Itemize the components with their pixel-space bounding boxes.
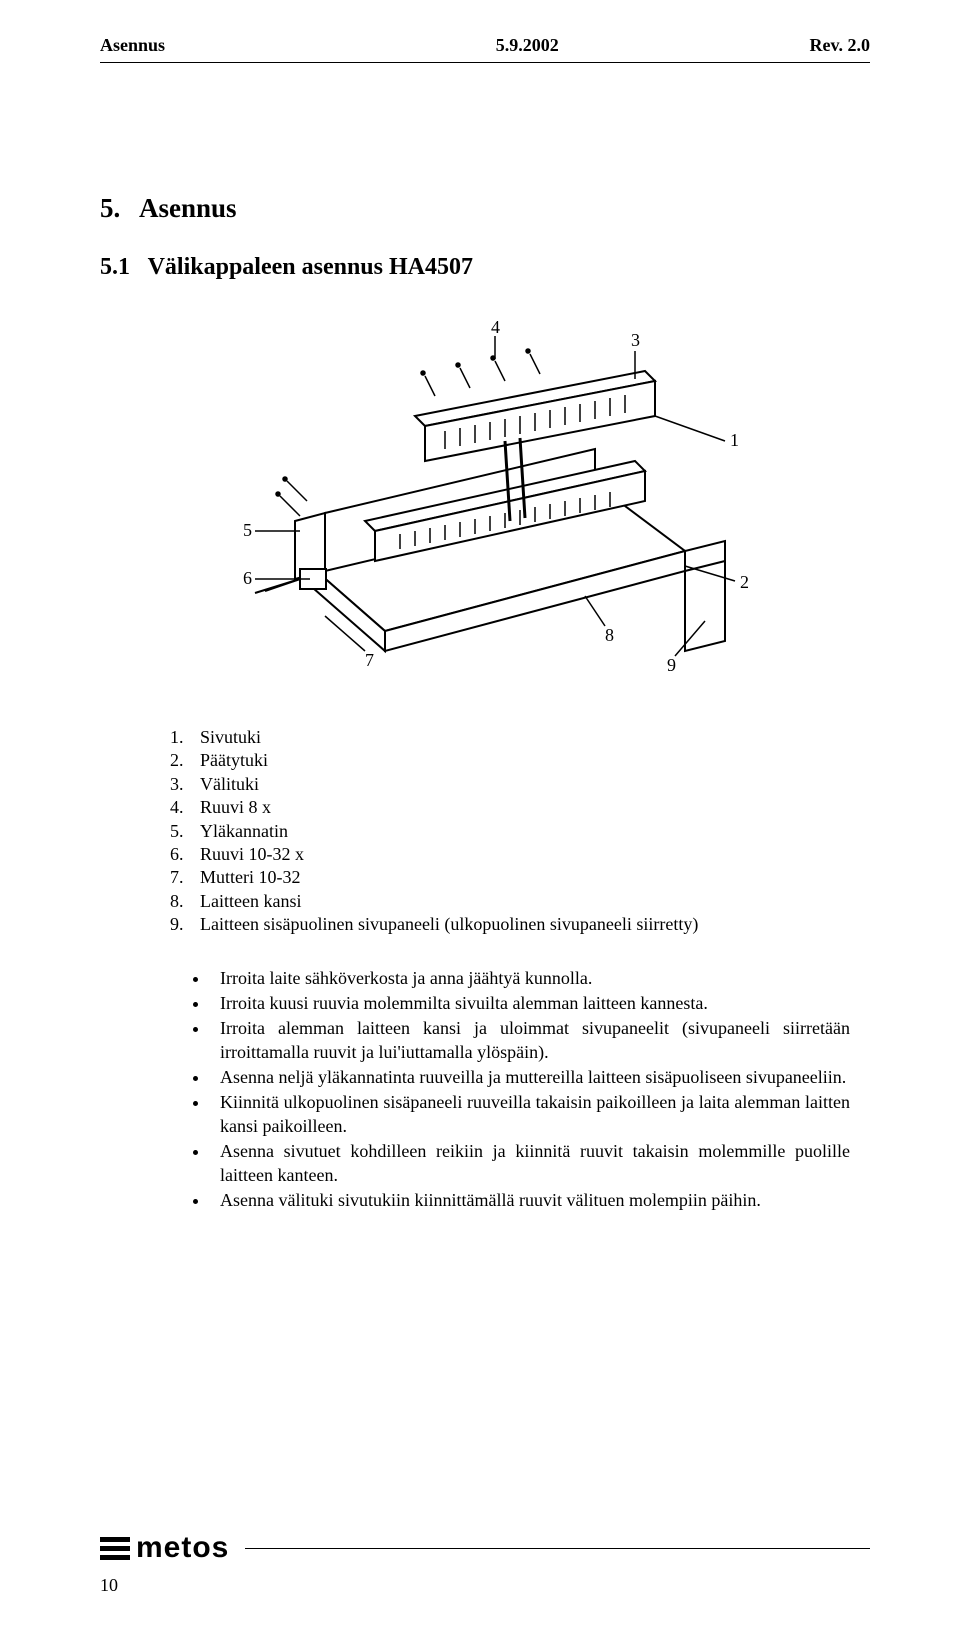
part-text: Välituki [200,774,259,794]
subsection-name: Välikappaleen asennus HA4507 [148,254,473,280]
part-num: 6. [170,843,200,866]
header-revision: Rev. 2.0 [810,35,871,56]
page-number: 10 [100,1575,870,1596]
assembly-diagram: 1 2 3 4 5 6 7 8 9 [100,321,870,686]
part-num: 2. [170,749,200,772]
callout-7: 7 [365,650,374,670]
header-date: 5.9.2002 [245,35,809,56]
part-item: 9.Laitteen sisäpuolinen sivupaneeli (ulk… [170,913,870,936]
section-number: 5. [100,193,120,223]
footer-divider [245,1548,870,1549]
callout-5: 5 [243,520,252,540]
instruction-item: Irroita kuusi ruuvia molemmilta sivuilta… [210,992,850,1015]
instruction-list: Irroita laite sähköverkosta ja anna jääh… [210,967,850,1213]
part-text: Ruuvi 10-32 x [200,844,304,864]
part-num: 8. [170,890,200,913]
metos-logo: metos [100,1531,229,1565]
part-num: 9. [170,913,200,936]
part-text: Mutteri 10-32 [200,867,301,887]
callout-8: 8 [605,625,614,645]
callout-4: 4 [491,321,500,337]
diagram-svg: 1 2 3 4 5 6 7 8 9 [205,321,765,681]
part-text: Sivutuki [200,727,261,747]
part-text: Laitteen sisäpuolinen sivupaneeli (ulkop… [200,914,698,934]
callout-1: 1 [730,430,739,450]
instruction-item: Irroita alemman laitteen kansi ja uloimm… [210,1017,850,1064]
part-num: 3. [170,773,200,796]
part-item: 7.Mutteri 10-32 [170,866,870,889]
callout-2: 2 [740,572,749,592]
part-item: 8.Laitteen kansi [170,890,870,913]
part-item: 3.Välituki [170,773,870,796]
logo-text: metos [136,1531,229,1565]
part-item: 2.Päätytuki [170,749,870,772]
instruction-item: Asenna välituki sivutukiin kiinnittämäll… [210,1189,850,1212]
subsection-title: 5.1 Välikappaleen asennus HA4507 [100,254,870,281]
instruction-item: Asenna sivutuet kohdilleen reikiin ja ki… [210,1140,850,1187]
section-title: 5. Asennus [100,193,870,224]
part-text: Ruuvi 8 x [200,797,271,817]
logo-stripes-icon [100,1537,130,1560]
instruction-item: Kiinnitä ulkopuolinen sisäpaneeli ruuvei… [210,1091,850,1138]
part-item: 6.Ruuvi 10-32 x [170,843,870,866]
part-text: Laitteen kansi [200,891,301,911]
part-num: 5. [170,820,200,843]
part-num: 1. [170,726,200,749]
callout-3: 3 [631,330,640,350]
section-name: Asennus [139,193,237,223]
header-section-name: Asennus [100,35,165,56]
page-header: Asennus 5.9.2002 Rev. 2.0 [100,35,870,60]
subsection-number: 5.1 [100,254,130,280]
part-num: 4. [170,796,200,819]
page-footer: metos 10 [100,1531,870,1596]
header-divider [100,62,870,63]
callout-9: 9 [667,655,676,675]
callout-6: 6 [243,568,252,588]
part-item: 4.Ruuvi 8 x [170,796,870,819]
part-num: 7. [170,866,200,889]
instruction-item: Irroita laite sähköverkosta ja anna jääh… [210,967,850,990]
part-text: Yläkannatin [200,821,288,841]
instruction-item: Asenna neljä yläkannatinta ruuveilla ja … [210,1066,850,1089]
parts-list: 1.Sivutuki 2.Päätytuki 3.Välituki 4.Ruuv… [170,726,870,937]
part-text: Päätytuki [200,750,268,770]
part-item: 1.Sivutuki [170,726,870,749]
part-item: 5.Yläkannatin [170,820,870,843]
